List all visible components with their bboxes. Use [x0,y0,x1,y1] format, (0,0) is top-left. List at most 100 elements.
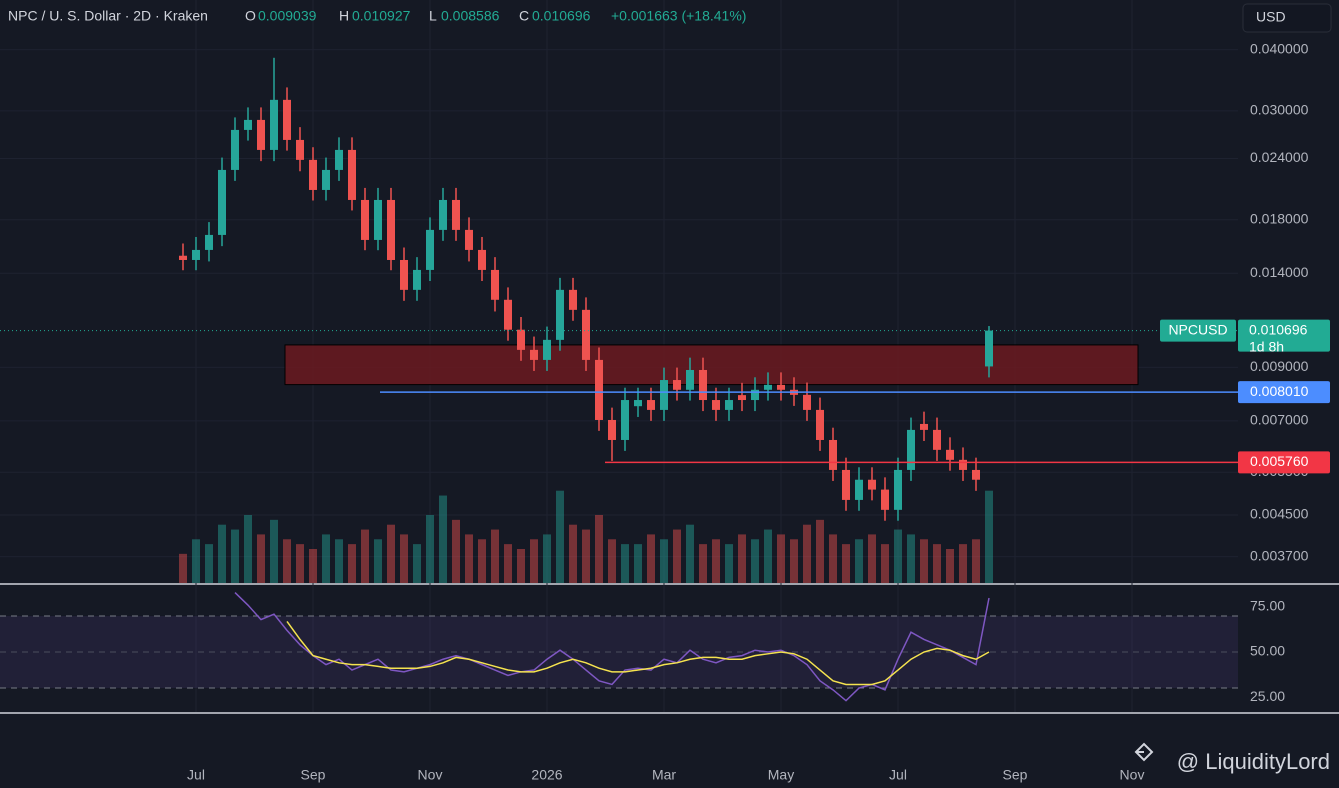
candle-body [660,380,668,410]
price-label-box [1238,451,1330,474]
candle-body [699,369,707,401]
candle-body [309,159,317,190]
volume-bar [244,514,252,583]
y-tick-label: 0.040000 [1250,40,1309,56]
volume-bar [816,519,824,583]
volume-bar [712,539,720,583]
y-tick-label: 0.004500 [1250,506,1309,522]
volume-bar [790,539,798,583]
volume-bar [517,548,525,583]
volume-bar [725,544,733,583]
volume-bar [400,534,408,583]
volume-bar [426,514,434,583]
candle-body [231,129,239,170]
x-tick-label: 2026 [531,767,562,783]
candle-body [959,459,967,470]
volume-bar [764,529,772,583]
candle-body [556,289,564,340]
volume-bar [387,524,395,583]
volume-bar [582,529,590,583]
volume-bar [959,544,967,583]
volume-bar [309,548,317,583]
x-tick-label: Sep [1003,767,1028,783]
candle-body [413,269,421,290]
currency-label[interactable]: USD [1256,9,1286,25]
price-label: 0.008010 [1250,383,1309,399]
candle-body [504,299,512,330]
ohlc-value: 0.008586 [441,8,500,24]
y-tick-label: 0.014000 [1250,264,1309,280]
candle-body [946,449,954,460]
volume-bar [205,544,213,583]
volume-bar [361,529,369,583]
ohlc-label: L [429,8,437,24]
x-tick-label: Mar [652,767,676,783]
ohlc-value: 0.010927 [352,8,411,24]
rsi-ma-line [286,620,990,686]
candle-body [686,369,694,390]
countdown: 1d 8h [1249,338,1284,354]
rsi-tick-label: 25.00 [1250,688,1285,704]
candle-body [439,199,447,230]
watermark-icon [1134,742,1154,762]
candle-body [855,479,863,500]
volume-bar [777,534,785,583]
volume-bar [530,539,538,583]
volume-bar [621,544,629,583]
candle-body [595,359,603,420]
ohlc-value: 0.009039 [258,8,317,24]
symbol-label: NPCUSD [1168,321,1227,337]
candle-body [205,234,213,250]
ohlc-label: C [519,8,529,24]
candle-body [322,169,330,190]
y-tick-label: 0.018000 [1250,210,1309,226]
candle-body [634,400,642,407]
currency-button[interactable] [1242,3,1332,33]
volume-bar [946,548,954,583]
volume-bar [907,534,915,583]
volume-bar [569,524,577,583]
candle-body [712,400,720,410]
volume-bar [257,534,265,583]
volume-bar [556,490,564,583]
volume-bar [829,534,837,583]
ohlc-label: H [339,8,349,24]
volume-bar [894,529,902,583]
symbol-tag [1160,319,1236,342]
candle-body [881,489,889,510]
candle-body [803,394,811,410]
candle-body [374,199,382,240]
last-price-label: 0.010696 [1249,321,1308,337]
x-tick-label: Sep [301,767,326,783]
volume-bar [699,544,707,583]
volume-bar [751,539,759,583]
volume-bar [478,539,486,583]
volume-bar [192,539,200,583]
candle-body [738,395,746,401]
rsi-line [234,592,990,702]
x-tick-label: May [768,767,794,783]
volume-bar [335,539,343,583]
rsi-tick-label: 75.00 [1250,598,1285,614]
volume-bar [855,539,863,583]
y-tick-label: 0.009000 [1250,358,1309,374]
volume-bar [660,539,668,583]
watermark: @ LiquidityLord [1177,749,1330,774]
candle-body [829,439,837,470]
rsi-tick-label: 50.00 [1250,643,1285,659]
volume-bar [881,544,889,583]
volume-bar [374,539,382,583]
zone [284,344,1139,386]
volume-bar [179,553,187,583]
change: +0.001663 (+18.41%) [611,8,746,24]
volume-bar [686,524,694,583]
candle-body [608,419,616,440]
candle-body [725,400,733,410]
candle-body [985,330,993,367]
chart-title: NPC / U. S. Dollar · 2D · Kraken [8,8,208,24]
candle-body [751,389,759,401]
volume-bar [465,534,473,583]
candle-body [647,400,655,410]
